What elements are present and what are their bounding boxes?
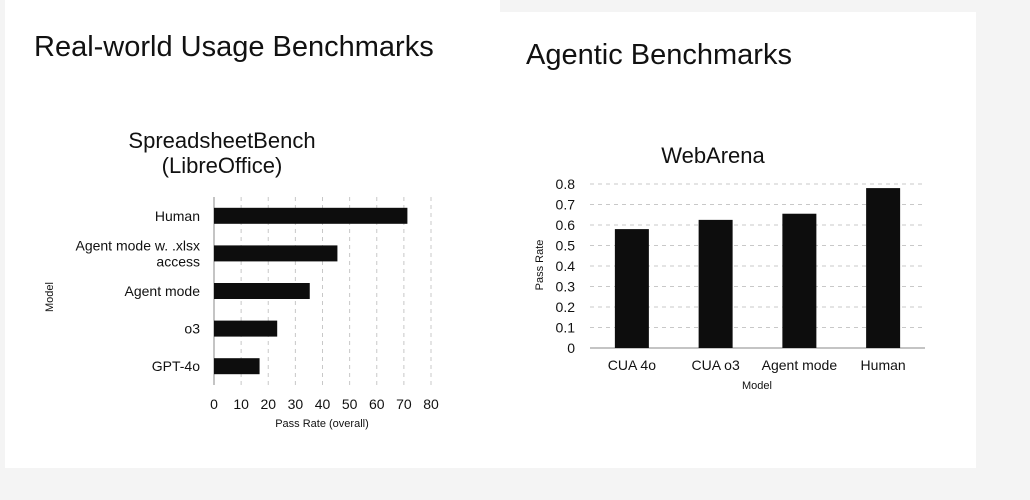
category-label: CUA 4o [608, 357, 656, 373]
section-title-agentic: Agentic Benchmarks [526, 39, 792, 71]
y-tick-label: 0.1 [556, 320, 576, 336]
y-tick-label: 0.3 [556, 279, 576, 295]
x-tick-label: 80 [423, 396, 439, 412]
category-label: o3 [184, 321, 200, 337]
category-label: Human [155, 208, 200, 224]
chart-title: WebArena [661, 143, 765, 168]
bar [214, 283, 310, 299]
y-tick-label: 0.5 [556, 238, 576, 254]
y-tick-label: 0.2 [556, 299, 576, 315]
category-label: Agent mode [762, 357, 838, 373]
y-tick-label: 0.8 [556, 176, 576, 192]
bar [614, 229, 649, 348]
category-label: Agent mode w. .xlsx [75, 237, 200, 253]
x-tick-label: 50 [342, 396, 358, 412]
y-tick-label: 0 [567, 340, 575, 356]
x-axis-label: Pass Rate (overall) [275, 418, 369, 430]
section-title-real-world: Real-world Usage Benchmarks [34, 31, 434, 63]
x-tick-label: 60 [369, 396, 385, 412]
chart-title-line: SpreadsheetBench [128, 128, 315, 153]
y-axis-label: Model [44, 282, 56, 312]
x-tick-label: 10 [233, 396, 249, 412]
y-tick-label: 0.4 [556, 258, 576, 274]
x-tick-label: 0 [210, 396, 218, 412]
x-tick-label: 70 [396, 396, 412, 412]
chart-title-line: (LibreOffice) [162, 153, 283, 178]
y-tick-label: 0.7 [556, 197, 576, 213]
bar [214, 320, 278, 337]
y-axis-label: Pass Rate [534, 240, 546, 291]
category-label: CUA o3 [692, 357, 740, 373]
category-label: Human [861, 357, 906, 373]
bar [698, 219, 733, 348]
bar [214, 245, 338, 262]
x-tick-label: 40 [315, 396, 331, 412]
category-label: Agent mode [125, 283, 201, 299]
bar [866, 188, 901, 348]
category-label: access [156, 253, 200, 269]
bar [214, 358, 260, 375]
left-slide-panel [5, 0, 500, 468]
x-axis-label: Model [742, 380, 772, 392]
y-tick-label: 0.6 [556, 217, 576, 233]
bar [782, 213, 817, 348]
x-tick-label: 30 [288, 396, 304, 412]
category-label: GPT-4o [152, 358, 200, 374]
bar [214, 207, 408, 224]
x-tick-label: 20 [260, 396, 276, 412]
